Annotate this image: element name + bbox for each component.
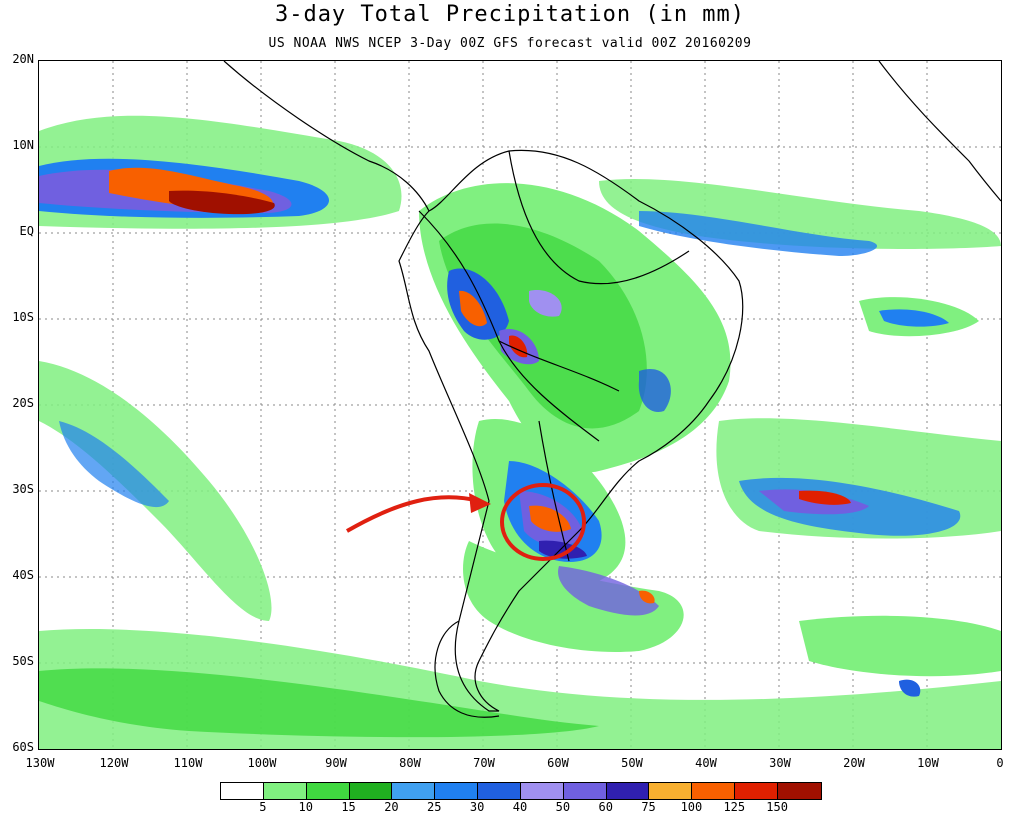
legend-label: 40 xyxy=(512,800,528,814)
lon-label-50w: 50W xyxy=(621,756,643,770)
lat-label-50s: 50S xyxy=(12,654,34,668)
lon-label-40w: 40W xyxy=(695,756,717,770)
legend-label: 30 xyxy=(469,800,485,814)
legend-label: 60 xyxy=(598,800,613,814)
arrowhead-icon xyxy=(469,493,491,513)
lon-label-20w: 20W xyxy=(843,756,865,770)
lon-label-120w: 120W xyxy=(99,756,129,770)
lat-label-10s: 10S xyxy=(12,310,34,324)
legend-swatch xyxy=(606,783,650,799)
annotation-overlay xyxy=(346,483,586,561)
lon-label-70w: 70W xyxy=(473,756,495,770)
lat-label-20s: 20S xyxy=(12,396,34,410)
legend-swatch xyxy=(263,783,307,799)
lon-label-0: 0 xyxy=(996,756,1004,770)
legend-swatch xyxy=(563,783,607,799)
legend-label: 50 xyxy=(555,800,571,814)
precipitation-map xyxy=(38,60,1002,750)
lat-label-40s: 40S xyxy=(12,568,34,582)
lon-label-80w: 80W xyxy=(399,756,421,770)
map-canvas xyxy=(39,61,1001,749)
legend-swatch xyxy=(392,783,436,799)
lat-label-60s: 60S xyxy=(12,740,34,754)
legend-swatch xyxy=(735,783,778,799)
legend-swatch xyxy=(692,783,736,799)
legend-label: 150 xyxy=(766,800,788,814)
legend-swatch xyxy=(349,783,393,799)
legend-colorbar xyxy=(220,782,822,800)
lon-label-130w: 130W xyxy=(25,756,55,770)
legend-label: 5 xyxy=(259,800,267,814)
lat-label-eq: EQ xyxy=(19,224,34,238)
precipitation-field xyxy=(39,115,1001,749)
lat-label-30s: 30S xyxy=(12,482,34,496)
lon-label-100w: 100W xyxy=(247,756,277,770)
legend-swatch xyxy=(649,783,693,799)
lon-label-110w: 110W xyxy=(173,756,203,770)
legend-swatch xyxy=(221,783,264,799)
legend-label: 25 xyxy=(427,800,442,814)
lon-label-60w: 60W xyxy=(547,756,569,770)
legend-label: 125 xyxy=(723,800,746,814)
legend-label: 10 xyxy=(298,800,313,814)
legend-label: 100 xyxy=(680,800,703,814)
lon-label-30w: 30W xyxy=(769,756,791,770)
highlight-arrow xyxy=(346,495,480,533)
legend-label: 15 xyxy=(341,800,356,814)
lon-label-10w: 10W xyxy=(917,756,939,770)
legend-swatch xyxy=(478,783,521,799)
highlight-circle xyxy=(500,483,586,561)
map-title: 3-day Total Precipitation (in mm) xyxy=(274,2,746,27)
legend-label: 20 xyxy=(384,800,399,814)
lon-label-90w: 90W xyxy=(325,756,347,770)
coastlines xyxy=(223,61,1001,718)
legend-swatch xyxy=(435,783,479,799)
map-subtitle: US NOAA NWS NCEP 3-Day 00Z GFS forecast … xyxy=(268,36,752,51)
legend-swatch xyxy=(306,783,350,799)
lat-label-20n: 20N xyxy=(12,52,34,66)
lat-label-10n: 10N xyxy=(12,138,34,152)
legend-swatch xyxy=(520,783,564,799)
legend-swatch xyxy=(777,783,821,799)
legend-label: 75 xyxy=(641,800,656,814)
